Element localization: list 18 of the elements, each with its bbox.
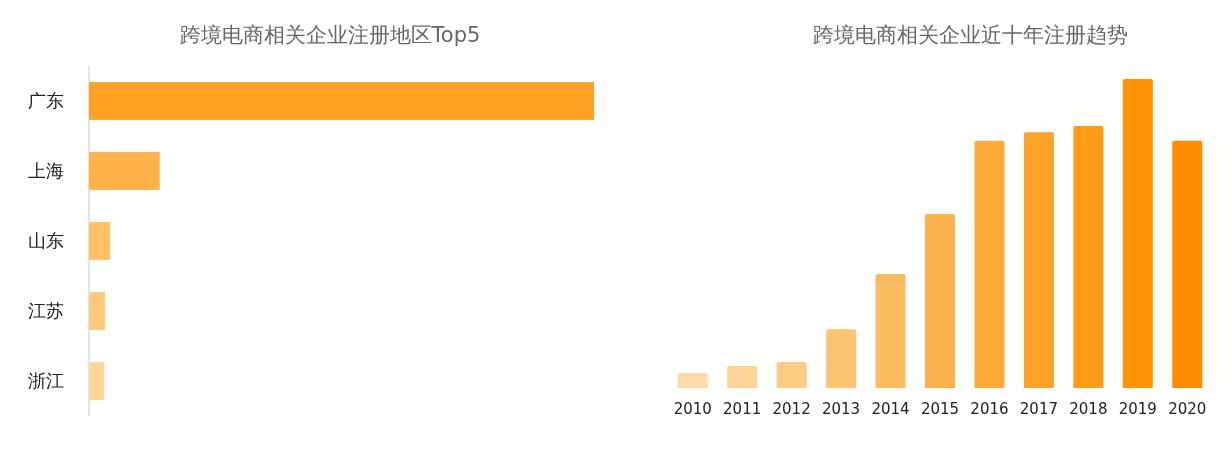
x-tick-label: 2017: [1019, 400, 1058, 418]
x-tick-label: 2010: [673, 400, 712, 418]
y-tick-label: 上海: [28, 160, 64, 181]
x-tick-label: 2012: [772, 400, 811, 418]
x-tick-label: 2020: [1168, 400, 1207, 418]
y-tick-label: 浙江: [28, 370, 64, 391]
x-tick-label: 2019: [1118, 400, 1157, 418]
x-tick-label: 2018: [1069, 400, 1108, 418]
chart-title: 跨境电商相关企业注册地区Top5: [179, 23, 481, 47]
x-tick-label: 2016: [970, 400, 1009, 418]
x-tick-label: 2014: [871, 400, 910, 418]
y-tick-label: 江苏: [28, 300, 64, 321]
x-tick-label: 2013: [822, 400, 861, 418]
y-tick-label: 山东: [28, 230, 64, 251]
x-tick-label: 2011: [723, 400, 762, 418]
y-tick-label: 广东: [28, 90, 64, 111]
chart-title: 跨境电商相关企业近十年注册趋势: [812, 23, 1128, 47]
x-tick-label: 2015: [920, 400, 960, 418]
